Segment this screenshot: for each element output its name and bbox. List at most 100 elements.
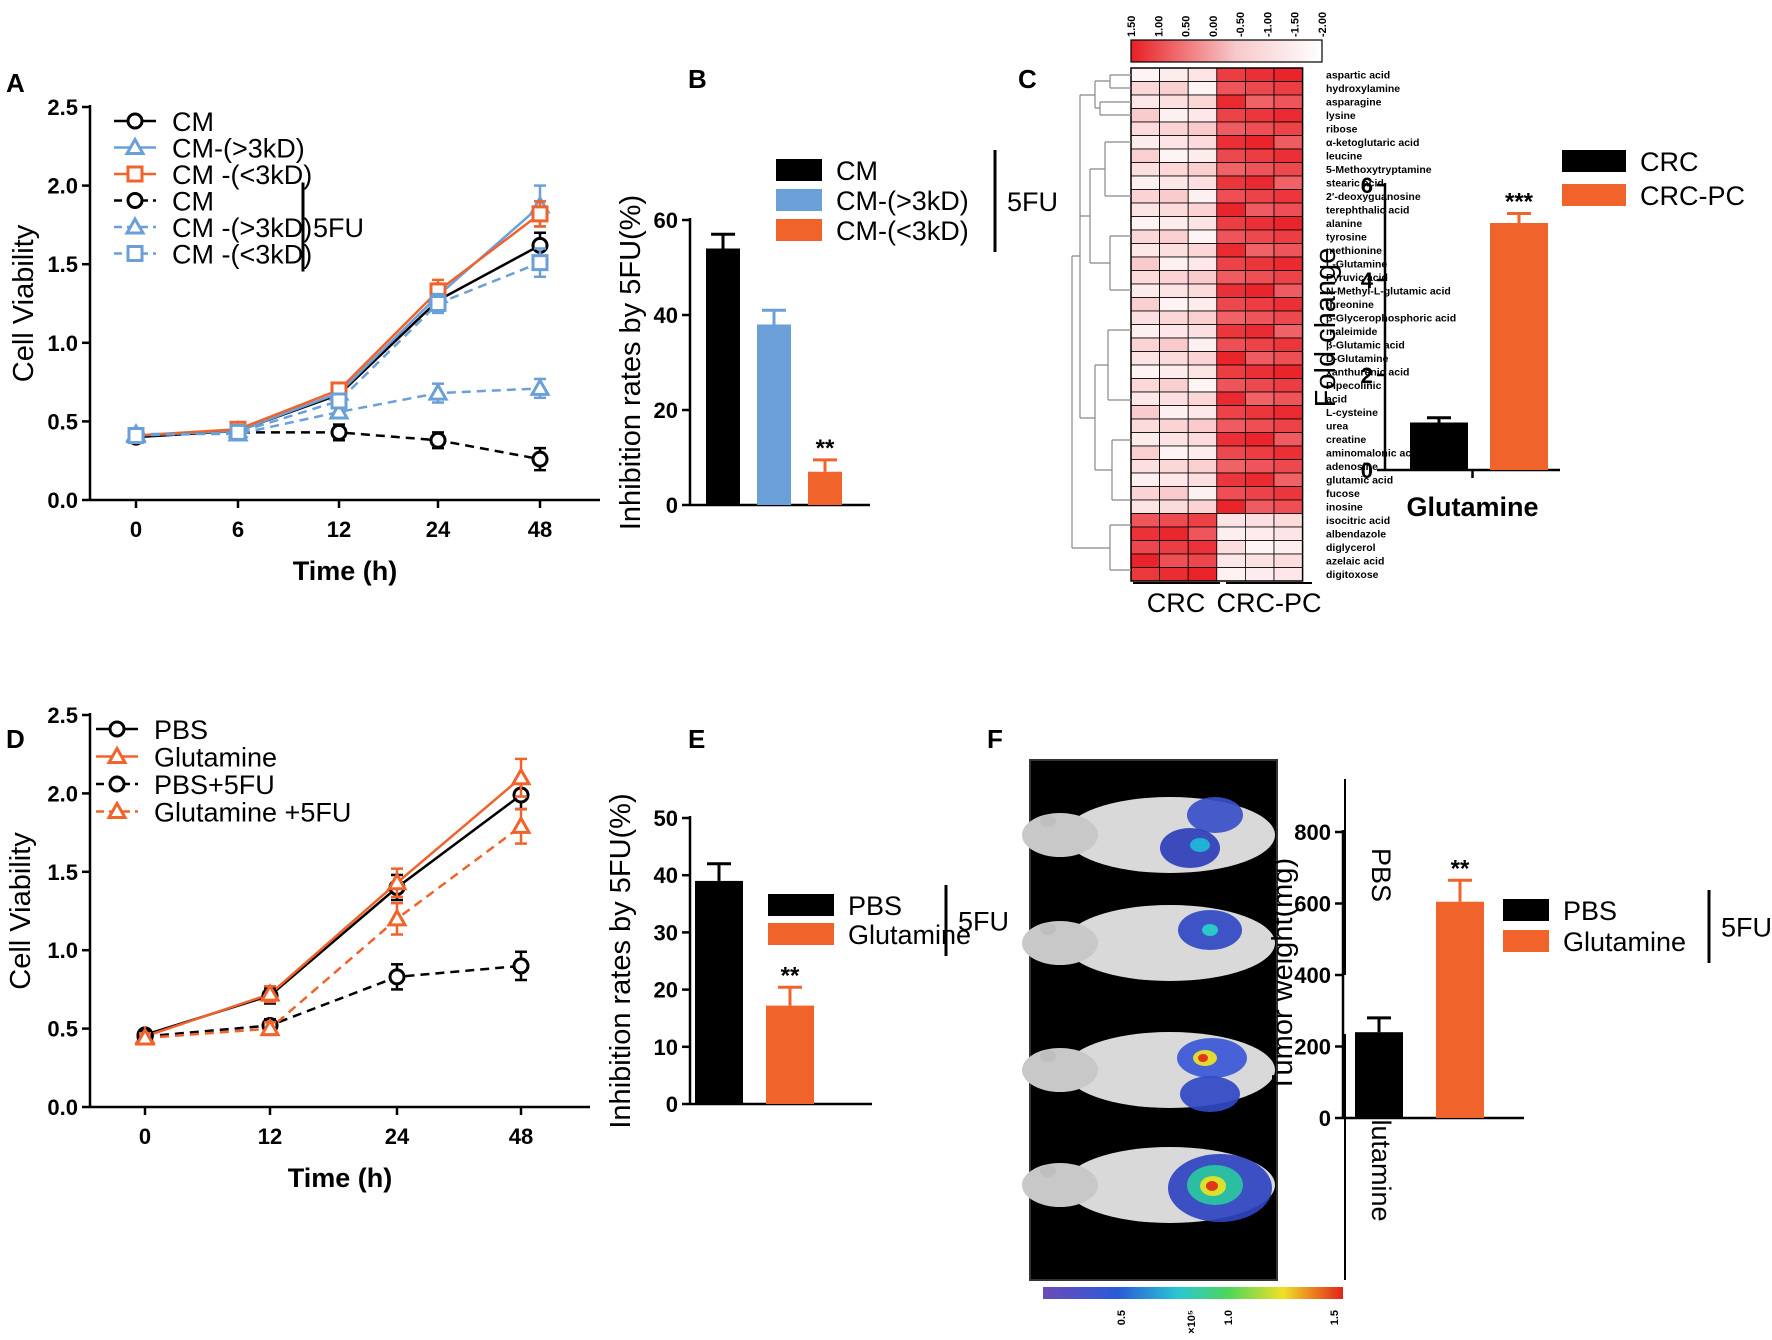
heatmap-cell <box>1159 256 1189 271</box>
y-tick-label: 0.0 <box>47 1095 78 1120</box>
signal-blob <box>1198 1054 1208 1062</box>
heatmap-cell <box>1159 432 1189 447</box>
heatmap-row-label: aspartic acid <box>1326 70 1390 82</box>
heatmap-cell <box>1245 378 1275 393</box>
heatmap-row-label: albendazole <box>1326 529 1386 541</box>
heatmap-cell <box>1187 297 1218 312</box>
legend-marker <box>126 192 144 209</box>
legend-label: CM-(<3kD) <box>836 216 969 246</box>
heatmap-cell <box>1273 148 1304 163</box>
heatmap-cell <box>1245 270 1275 285</box>
heatmap-cell <box>1273 418 1304 433</box>
heatmap-cell <box>1187 135 1218 150</box>
scale-tick-label: -1.50 <box>1290 12 1302 37</box>
data-point <box>531 254 549 272</box>
mouse-ear <box>1040 1050 1056 1062</box>
heatmap-cell <box>1273 216 1304 231</box>
scale-tick-label: -1.00 <box>1262 12 1274 37</box>
heatmap-row-label: L-Glutamine <box>1326 259 1387 271</box>
signal-blob <box>1160 828 1220 868</box>
heatmap-cell <box>1273 526 1304 541</box>
heatmap-cell <box>1159 108 1189 123</box>
legend-label: Glutamine +5FU <box>154 798 351 828</box>
bar <box>1436 901 1484 1118</box>
heatmap-cell <box>1216 162 1246 177</box>
data-point <box>259 1017 281 1037</box>
heatmap-cell <box>1187 270 1218 285</box>
mouse-head <box>1022 1163 1098 1207</box>
color-scale-bar <box>1130 39 1323 63</box>
heatmap-cell <box>1245 256 1275 271</box>
legend-label: PBS <box>154 715 208 745</box>
significance-label: ** <box>1451 855 1470 882</box>
heatmap-cell <box>1187 499 1218 514</box>
legend-label: CM-(>3kD) <box>836 186 969 216</box>
heatmap-cell <box>1273 553 1304 568</box>
heatmap-cell <box>1216 81 1246 96</box>
heatmap-cell <box>1245 337 1275 352</box>
heatmap-cell <box>1159 378 1189 393</box>
y-axis-title: Tumor weight(mg) <box>1267 858 1299 1092</box>
heatmap-row-label: threonine <box>1326 299 1374 311</box>
bar <box>766 1005 814 1104</box>
bar <box>706 248 740 505</box>
legend-marker <box>108 720 126 738</box>
heatmap-cell <box>1245 472 1275 487</box>
heatmap-cell <box>1245 432 1275 447</box>
heatmap-cell <box>1273 432 1304 447</box>
heatmap-cell <box>1130 94 1161 109</box>
heatmap-cell <box>1187 229 1218 244</box>
heatmap-cell <box>1130 337 1161 352</box>
heatmap-cell <box>1245 135 1275 150</box>
heatmap-cell <box>1273 135 1304 150</box>
heatmap-cell <box>1216 202 1246 217</box>
heatmap-cell <box>1245 81 1275 96</box>
panel-label-f: F <box>987 724 1003 754</box>
legend-swatch <box>768 894 834 916</box>
heatmap-cell <box>1130 310 1161 325</box>
heatmap-cell <box>1187 445 1218 460</box>
scale-tick-label: -2.00 <box>1317 12 1329 37</box>
heatmap-cell <box>1216 283 1246 298</box>
panel-c-heatmap: 1.50 1.00 0.50 0.00 -0.50 -1.00 -1.50 -2.00 aspa… <box>1071 12 1456 618</box>
heatmap-cell <box>1130 364 1161 379</box>
heatmap-cell <box>1273 162 1304 177</box>
heatmap-cell <box>1216 432 1246 447</box>
heatmap-cell <box>1187 283 1218 298</box>
heatmap-cell <box>1273 324 1304 339</box>
heatmap-cell <box>1187 324 1218 339</box>
heatmap-cell <box>1245 202 1275 217</box>
heatmap-cell <box>1187 378 1218 393</box>
mouse-head <box>1022 921 1098 965</box>
heatmap-cell <box>1187 459 1218 474</box>
heatmap-cell <box>1245 418 1275 433</box>
heatmap-cell <box>1273 229 1304 244</box>
y-tick-label: 2.5 <box>47 703 78 728</box>
heatmap-cell <box>1187 256 1218 271</box>
heatmap-cell <box>1187 405 1218 420</box>
heatmap-cell <box>1273 270 1304 285</box>
heatmap-cell <box>1273 175 1304 190</box>
bar <box>808 471 842 505</box>
heatmap-cell <box>1159 405 1189 420</box>
heatmap-cell <box>1245 297 1275 312</box>
y-tick-label: 20 <box>654 978 678 1003</box>
scale-tick-label: ×10⁵ <box>1186 1310 1198 1334</box>
legend-label: CM -(>3kD) <box>172 213 312 243</box>
heatmap-row-label: maleimide <box>1326 326 1378 338</box>
legend-label: CM -(<3kD) <box>172 160 312 190</box>
legend-label: CM -(<3kD) <box>172 240 312 270</box>
heatmap-cell <box>1216 378 1246 393</box>
heatmap-cell <box>1187 513 1218 528</box>
heatmap-cell <box>1130 351 1161 366</box>
heatmap-cell <box>1159 283 1189 298</box>
heatmap-cell <box>1216 148 1246 163</box>
heatmap-cell <box>1245 283 1275 298</box>
heatmap-cell <box>1130 405 1161 420</box>
heatmap-cell <box>1130 553 1161 568</box>
imaging-group-label: PBS <box>1366 848 1396 902</box>
y-tick-label: 10 <box>654 1035 678 1060</box>
data-point <box>510 815 532 834</box>
heatmap-cell <box>1130 391 1161 406</box>
data-point <box>427 382 449 401</box>
